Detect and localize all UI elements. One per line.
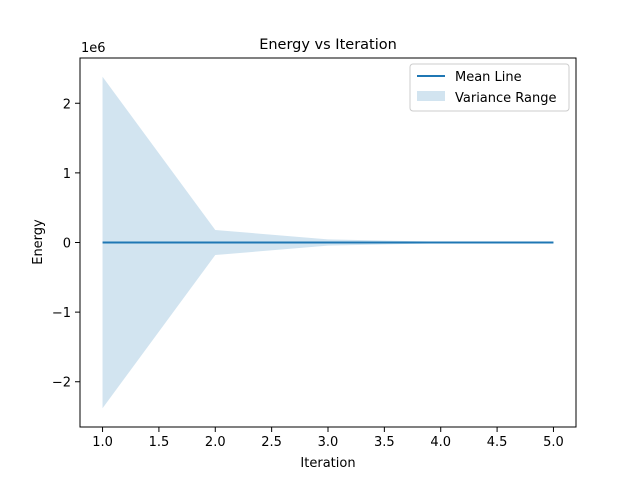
legend-variance-swatch (417, 91, 445, 101)
x-tick-label: 1.5 (149, 435, 170, 450)
x-tick-label: 3.0 (318, 435, 339, 450)
x-axis-label: Iteration (300, 456, 355, 471)
y-offset-label: 1e6 (81, 41, 106, 56)
y-axis-label: Energy (31, 219, 46, 265)
x-tick-label: 2.5 (261, 435, 282, 450)
y-tick-label: 1 (63, 167, 71, 182)
x-tick-label: 4.5 (487, 435, 508, 450)
y-tick-label: 2 (63, 97, 71, 112)
legend: Mean Line Variance Range (409, 63, 570, 112)
legend-box (409, 63, 570, 112)
y-tick-label: −1 (52, 306, 71, 321)
x-tick-label: 5.0 (543, 435, 564, 450)
x-tick-label: 3.5 (374, 435, 395, 450)
x-tick-label: 2.0 (205, 435, 226, 450)
legend-variance-label: Variance Range (455, 91, 557, 106)
chart-title: Energy vs Iteration (259, 37, 397, 53)
x-tick-label: 4.0 (430, 435, 451, 450)
y-tick-label: −2 (52, 376, 71, 391)
legend-mean-line-label: Mean Line (455, 70, 522, 85)
y-tick-label: 0 (63, 237, 71, 252)
x-tick-label: 1.0 (92, 435, 113, 450)
